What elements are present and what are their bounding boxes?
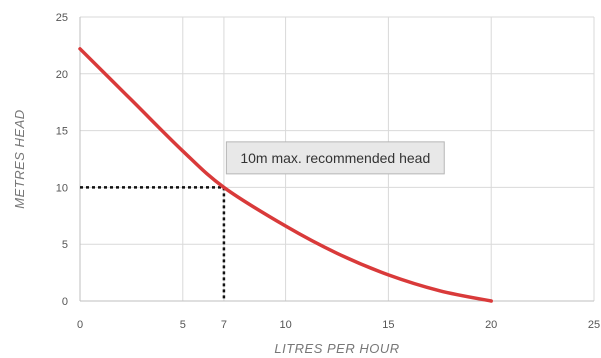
- y-tick-label: 20: [56, 69, 68, 81]
- x-tick-label: 5: [180, 319, 186, 331]
- axes: [79, 17, 594, 302]
- y-tick-label: 10: [56, 182, 68, 194]
- annotation-text: 10m max. recommended head: [240, 150, 430, 166]
- x-tick-label: 25: [588, 319, 600, 331]
- annotation: 10m max. recommended head: [225, 141, 445, 175]
- x-tick-label: 20: [485, 319, 497, 331]
- reference-lines: [80, 186, 226, 301]
- x-tick-label: 0: [77, 319, 83, 331]
- x-tick-label: 15: [382, 319, 394, 331]
- series-layer: [78, 47, 493, 303]
- y-tick-label: 15: [56, 126, 68, 138]
- series-line: [78, 47, 493, 303]
- x-axis-title: LITRES PER HOUR: [274, 341, 399, 356]
- x-tick-label: 10: [279, 319, 291, 331]
- y-tick-label: 0: [62, 296, 68, 308]
- y-tick-label: 25: [56, 12, 68, 24]
- tick-labels: 0 5 7 10 15 20 25 0 5 10 15 20 25: [56, 12, 600, 331]
- grid: [80, 16, 595, 301]
- annotation-box: [225, 141, 445, 175]
- y-axis-title: METRES HEAD: [12, 109, 27, 208]
- x-tick-label: 7: [221, 319, 227, 331]
- y-tick-label: 5: [62, 239, 68, 251]
